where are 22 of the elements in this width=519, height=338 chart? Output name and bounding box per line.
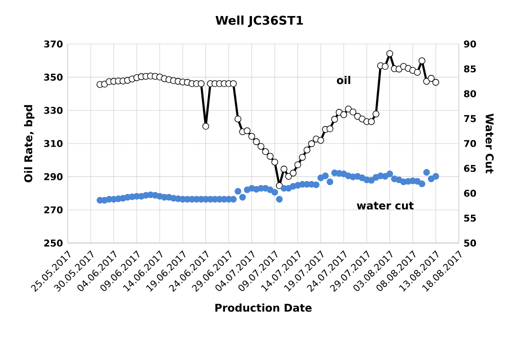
series-label: water cut	[356, 202, 414, 210]
y2-tick-label: 50	[464, 240, 476, 247]
y-tick-label: 330	[44, 106, 63, 114]
y2-tick-label: 70	[464, 140, 476, 148]
y2-tick-label: 75	[464, 115, 476, 122]
y2-tick-label: 80	[464, 90, 476, 98]
y2-tick-label: 90	[464, 40, 476, 48]
text: oil	[336, 76, 350, 84]
y-tick-label: 270	[44, 206, 63, 214]
y2-tick-label: 85	[464, 65, 476, 72]
y-tick-label: 290	[44, 173, 63, 180]
y2-tick-label: 55	[464, 214, 476, 222]
y2-axis-title: Water Cut	[486, 114, 494, 174]
y-tick-label: 250	[44, 240, 63, 247]
y-tick-label: 310	[44, 140, 63, 148]
y-axis-title: Oil Rate, bpd	[24, 105, 34, 182]
y-tick-label: 370	[44, 40, 63, 48]
x-axis-title: Production Date	[215, 304, 312, 312]
y2-tick-label: 65	[464, 164, 476, 172]
y-tick-label: 350	[44, 74, 63, 81]
y2-tick-label: 60	[464, 190, 476, 197]
chart-title: Well JC36ST1	[216, 16, 303, 28]
